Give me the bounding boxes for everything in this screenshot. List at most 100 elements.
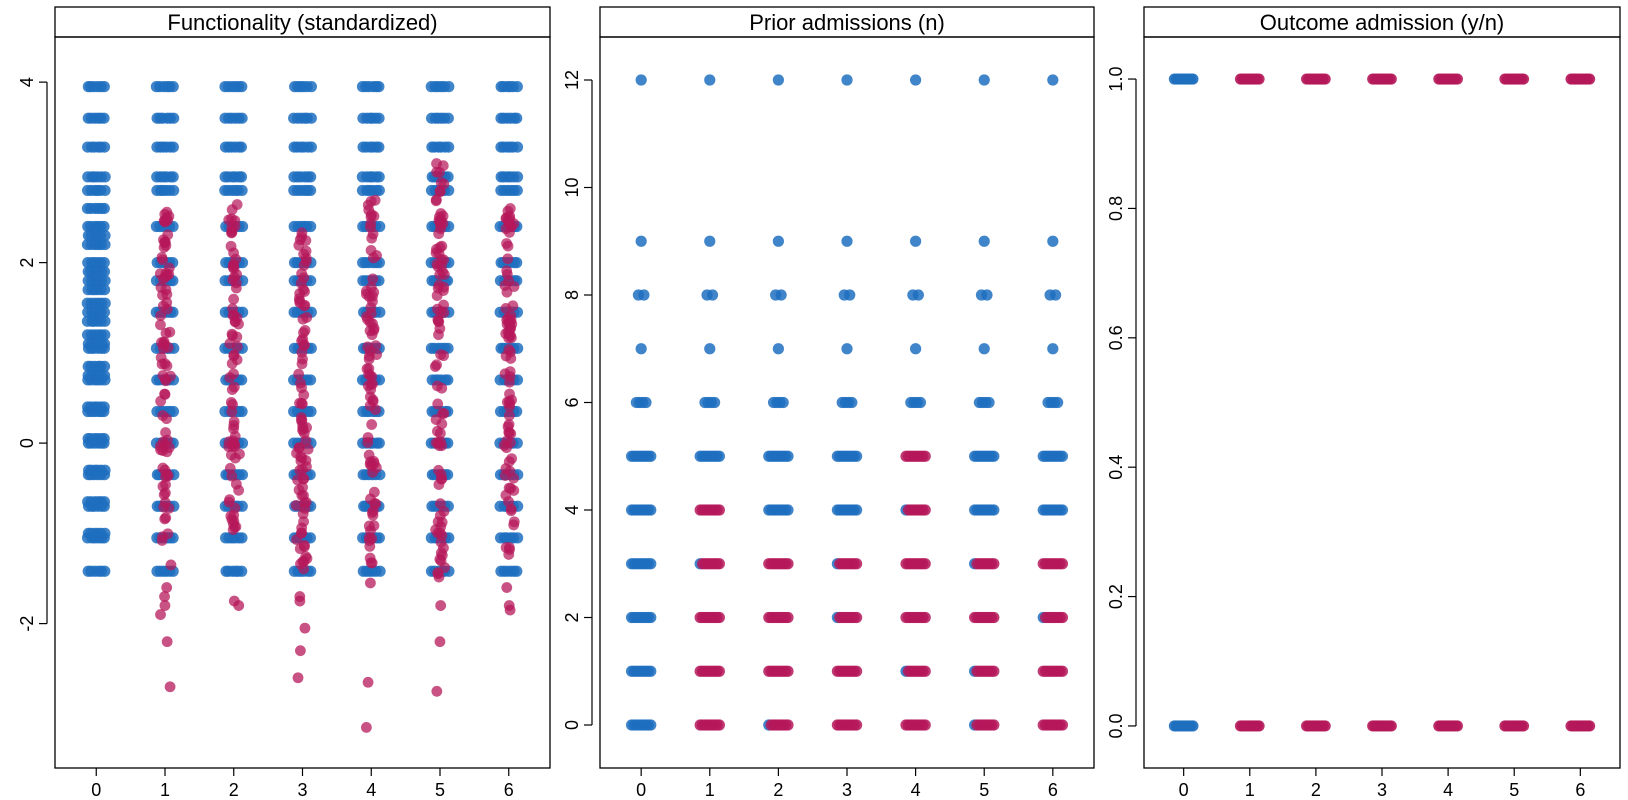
y-tick-label: 8 xyxy=(562,290,582,300)
data-point xyxy=(505,482,517,494)
data-point xyxy=(156,535,168,546)
data-point xyxy=(362,676,374,688)
data-point xyxy=(373,141,385,153)
data-point xyxy=(772,343,784,355)
data-point xyxy=(436,473,448,485)
data-point xyxy=(364,391,376,403)
data-point xyxy=(919,450,931,462)
data-point xyxy=(229,215,241,227)
data-point xyxy=(155,352,167,363)
data-point xyxy=(645,611,657,624)
data-point xyxy=(167,405,180,418)
data-point xyxy=(431,685,443,697)
y-tick-label: 12 xyxy=(562,70,582,90)
data-point xyxy=(914,396,927,409)
data-point xyxy=(433,464,444,476)
data-point xyxy=(236,374,248,386)
data-point xyxy=(983,396,995,409)
x-tick-label: 4 xyxy=(366,780,376,800)
data-point xyxy=(841,343,853,355)
data-point xyxy=(98,284,111,296)
data-point xyxy=(846,396,858,409)
data-point xyxy=(159,236,171,248)
y-tick-label: 2 xyxy=(562,612,582,622)
data-point xyxy=(1047,74,1059,86)
data-point xyxy=(708,396,721,409)
data-point xyxy=(159,591,170,602)
data-point xyxy=(228,271,240,283)
data-point xyxy=(98,306,110,318)
data-point xyxy=(442,112,454,124)
data-point xyxy=(432,568,444,580)
x-tick-label: 3 xyxy=(297,780,307,800)
data-point xyxy=(443,141,455,153)
data-point xyxy=(438,408,450,419)
data-point xyxy=(1056,665,1069,677)
data-point xyxy=(438,350,449,362)
y-tick-label: 4 xyxy=(17,77,37,87)
data-point xyxy=(226,204,238,216)
y-tick-label: 1.0 xyxy=(1106,67,1126,92)
data-point xyxy=(228,247,239,259)
data-point xyxy=(431,166,443,178)
data-point xyxy=(431,359,442,371)
data-point xyxy=(502,240,514,252)
data-point xyxy=(1047,235,1059,247)
data-point xyxy=(638,289,650,301)
data-point xyxy=(635,343,647,355)
data-point xyxy=(434,269,446,281)
data-point xyxy=(511,171,524,183)
data-point xyxy=(226,406,238,418)
data-point xyxy=(228,293,240,305)
data-point xyxy=(168,112,180,124)
data-point xyxy=(1187,720,1199,732)
data-point xyxy=(99,184,111,197)
data-point xyxy=(291,447,302,459)
data-point xyxy=(434,427,446,439)
data-point xyxy=(844,289,856,301)
data-point xyxy=(503,410,515,421)
data-point xyxy=(374,306,386,318)
data-point xyxy=(98,338,111,350)
x-tick-label: 1 xyxy=(1245,780,1255,800)
data-point xyxy=(228,260,239,272)
data-point xyxy=(228,420,240,431)
data-point xyxy=(373,171,385,183)
data-point xyxy=(365,577,376,589)
data-point xyxy=(645,504,657,516)
data-point xyxy=(1583,720,1596,732)
data-point xyxy=(98,112,110,124)
data-point xyxy=(294,297,306,309)
data-point xyxy=(1056,719,1069,731)
data-point xyxy=(294,234,306,246)
data-point xyxy=(294,397,305,409)
data-point xyxy=(504,371,516,382)
data-point xyxy=(704,235,716,247)
data-point xyxy=(1187,73,1199,85)
data-point xyxy=(367,273,379,285)
data-point xyxy=(782,611,794,624)
data-point xyxy=(98,81,110,93)
x-tick-label: 2 xyxy=(229,780,239,800)
data-point xyxy=(645,558,657,570)
data-point xyxy=(782,665,794,677)
data-point xyxy=(777,396,789,409)
data-point xyxy=(432,314,444,325)
data-point xyxy=(365,211,377,223)
data-point xyxy=(978,74,990,86)
data-point xyxy=(505,314,517,326)
data-point xyxy=(1451,720,1463,732)
data-point xyxy=(841,74,853,86)
data-point xyxy=(157,254,168,266)
data-point xyxy=(298,389,310,401)
data-point xyxy=(851,719,863,731)
data-point xyxy=(226,226,238,238)
panel-title: Functionality (standardized) xyxy=(167,10,437,35)
x-tick-label: 6 xyxy=(1048,780,1058,800)
data-point xyxy=(161,636,173,648)
data-point xyxy=(99,275,111,287)
data-point xyxy=(236,81,248,93)
data-point xyxy=(159,487,171,499)
data-point xyxy=(99,329,111,341)
